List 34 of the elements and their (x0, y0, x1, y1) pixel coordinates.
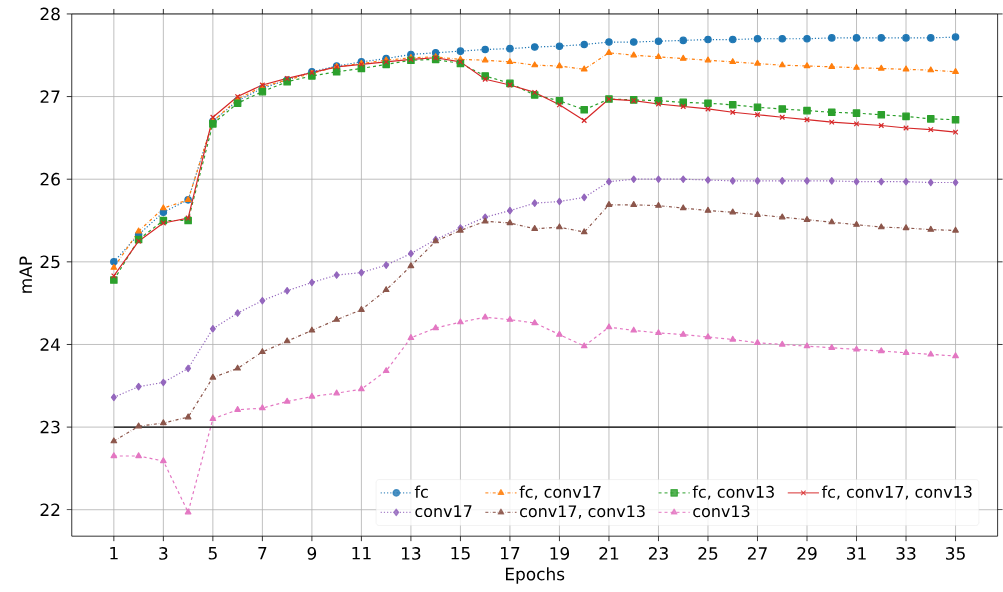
legend-label: conv17 (415, 505, 472, 518)
y-tick-label: 25 (40, 255, 60, 269)
legend-label: fc (414, 485, 428, 498)
x-axis-title: Epochs (506, 567, 565, 584)
x-tick-label: 13 (401, 547, 421, 560)
x-tick-label: 21 (599, 547, 619, 560)
legend-label: conv17, conv13 (520, 505, 645, 519)
y-tick-label: 28 (40, 7, 60, 21)
y-axis-title: mAP (19, 256, 32, 293)
x-tick-label: 19 (550, 547, 570, 560)
y-tick-label: 22 (40, 503, 60, 517)
x-tick-label: 23 (648, 547, 668, 560)
x-tick-label: 29 (797, 547, 817, 560)
x-tick-label: 35 (946, 547, 965, 560)
x-tick-label: 27 (747, 547, 767, 560)
legend-label: conv13 (693, 505, 750, 518)
x-tick-label: 1 (110, 547, 118, 560)
x-tick-label: 17 (501, 547, 520, 560)
y-tick-label: 24 (40, 338, 60, 351)
y-tick-label: 26 (40, 172, 60, 186)
x-tick-label: 15 (451, 547, 470, 560)
legend-label: fc, conv13 (692, 485, 774, 500)
x-tick-label: 33 (896, 547, 916, 560)
x-tick-label: 25 (698, 547, 718, 560)
x-tick-label: 7 (258, 547, 267, 560)
x-tick-label: 31 (847, 547, 866, 560)
x-tick-label: 9 (307, 547, 317, 560)
x-tick-label: 11 (352, 547, 371, 560)
y-tick-label: 23 (40, 420, 60, 434)
y-tick-label: 27 (40, 90, 60, 103)
x-tick-label: 5 (208, 547, 217, 560)
legend-label: fc, conv17 (519, 485, 601, 500)
x-tick-label: 3 (159, 547, 168, 560)
legend-label: fc, conv17, conv13 (821, 485, 972, 500)
